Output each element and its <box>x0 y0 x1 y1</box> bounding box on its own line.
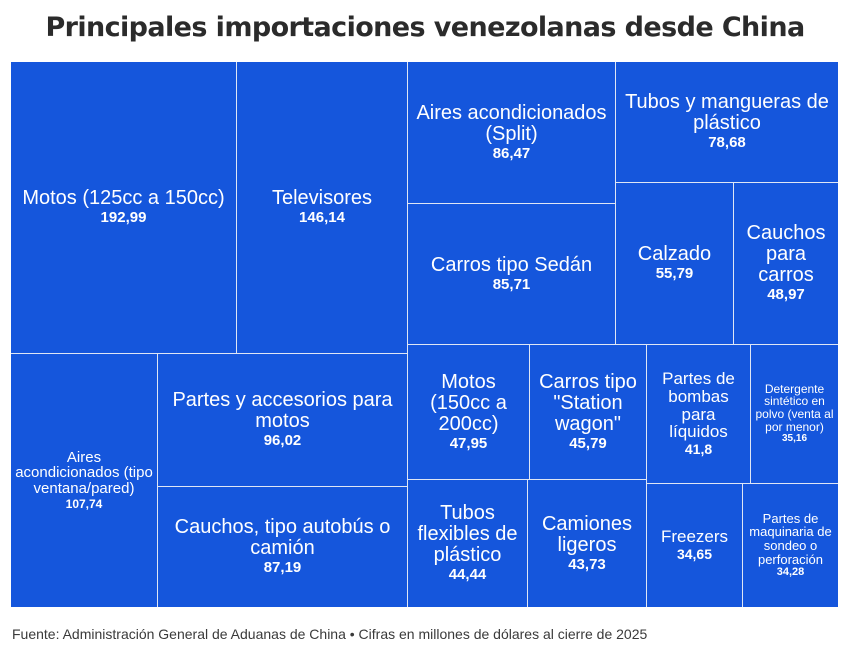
tile-value: 47,95 <box>449 434 488 452</box>
tile-partes-motos: Partes y accesorios para motos 96,02 <box>158 354 407 486</box>
tile-aires-split: Aires acondicionados (Split) 86,47 <box>408 62 615 203</box>
tile-motos-125-150: Motos (125cc a 150cc) 192,99 <box>11 62 236 353</box>
tile-label: Camiones ligeros <box>541 512 633 556</box>
tile-label: Cauchos, tipo autobús o camión <box>174 516 391 559</box>
tile-label: Aires acondicionados (tipo ventana/pared… <box>15 448 153 498</box>
tile-label: Freezers <box>660 527 729 547</box>
tile-camiones-ligeros: Camiones ligeros 43,73 <box>528 480 646 607</box>
tile-value: 44,44 <box>448 566 487 583</box>
tile-televisores: Televisores 146,14 <box>237 62 407 353</box>
tile-value: 48,97 <box>767 286 805 303</box>
tile-value: 87,19 <box>263 559 302 576</box>
tile-value: 43,73 <box>568 555 606 573</box>
tile-label: Partes de maquinaria de sondeo o perfora… <box>749 510 832 567</box>
tile-value: 86,47 <box>492 144 531 162</box>
tile-label: Cauchos para carros <box>746 222 826 286</box>
treemap: Motos (125cc a 150cc) 192,99 Televisores… <box>11 62 838 607</box>
tile-value: 78,68 <box>708 134 746 151</box>
tile-value: 85,71 <box>492 275 531 293</box>
tile-calzado: Calzado 55,79 <box>616 183 733 344</box>
tile-value: 41,8 <box>684 441 713 458</box>
tile-detergente: Detergente sintético en polvo (venta al … <box>751 345 838 483</box>
tile-label: Partes de bombas para líquidos <box>662 368 735 442</box>
tile-label: Tubos flexibles de plástico <box>417 502 518 566</box>
tile-tubos-flexibles: Tubos flexibles de plástico 44,44 <box>408 480 527 607</box>
tile-value: 45,79 <box>569 434 607 452</box>
tile-label: Carros tipo "Station wagon" <box>539 370 637 435</box>
tile-label: Carros tipo Sedán <box>430 253 593 276</box>
tile-label: Tubos y mangueras de plástico <box>625 91 829 134</box>
tile-motos-150-200: Motos (150cc a 200cc) 47,95 <box>408 345 529 479</box>
chart-title: Principales importaciones venezolanas de… <box>45 12 805 43</box>
tile-label: Televisores <box>271 187 373 209</box>
tile-value: 192,99 <box>100 209 147 226</box>
tile-carros-sedan: Carros tipo Sedán 85,71 <box>408 204 615 344</box>
tile-freezers: Freezers 34,65 <box>647 484 742 607</box>
tile-label: Calzado <box>637 243 712 265</box>
tile-partes-bombas: Partes de bombas para líquidos 41,8 <box>647 345 750 483</box>
tile-label: Motos (125cc a 150cc) <box>22 187 225 209</box>
tile-value: 146,14 <box>299 209 345 226</box>
tile-cauchos-carros: Cauchos para carros 48,97 <box>734 183 838 344</box>
tile-tubos-mangueras: Tubos y mangueras de plástico 78,68 <box>616 62 838 182</box>
tile-label: Detergente sintético en polvo (venta al … <box>755 381 834 434</box>
tile-value: 34,28 <box>776 566 805 579</box>
tile-value: 96,02 <box>263 432 302 449</box>
tile-label: Partes y accesorios para motos <box>172 389 393 432</box>
tile-label: Motos (150cc a 200cc) <box>430 370 507 435</box>
tile-maquinaria-sondeo: Partes de maquinaria de sondeo o perfora… <box>743 484 838 607</box>
tile-value: 35,16 <box>781 433 808 445</box>
source-footnote: Fuente: Administración General de Aduana… <box>12 626 648 642</box>
tile-aires-ventana: Aires acondicionados (tipo ventana/pared… <box>11 354 157 607</box>
tile-cauchos-autobus: Cauchos, tipo autobús o camión 87,19 <box>158 487 407 607</box>
tile-station-wagon: Carros tipo "Station wagon" 45,79 <box>530 345 646 479</box>
tile-value: 55,79 <box>655 265 694 282</box>
tile-label: Aires acondicionados (Split) <box>416 101 607 145</box>
tile-value: 34,65 <box>676 546 713 563</box>
tile-value: 107,74 <box>65 496 103 511</box>
